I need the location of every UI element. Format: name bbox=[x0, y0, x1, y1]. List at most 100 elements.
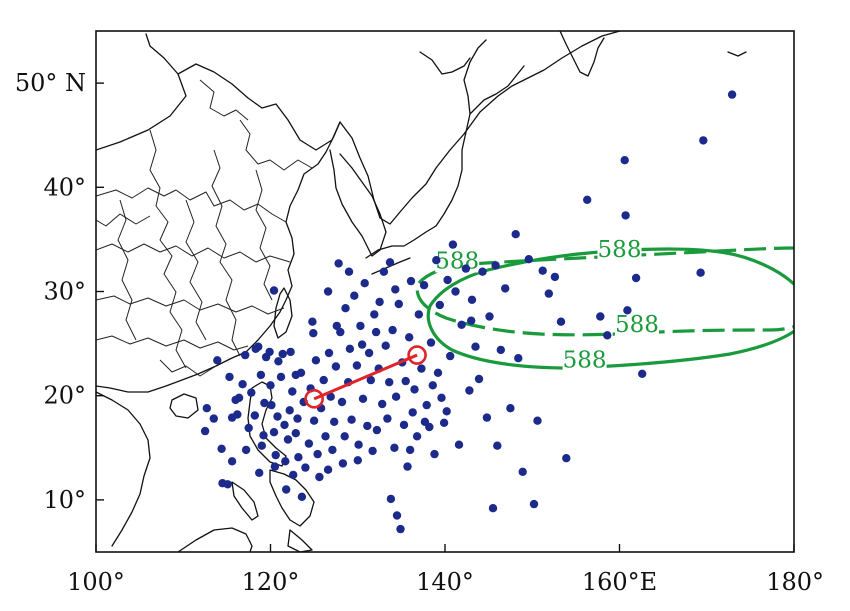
typhoon-point bbox=[493, 441, 502, 450]
contour-label: 588 bbox=[615, 312, 659, 338]
typhoon-point bbox=[332, 321, 341, 331]
typhoon-point bbox=[401, 376, 410, 386]
typhoon-point bbox=[406, 276, 416, 286]
typhoon-point bbox=[414, 310, 423, 319]
typhoon-point bbox=[337, 397, 347, 407]
typhoon-point bbox=[202, 404, 211, 413]
typhoon-point bbox=[255, 468, 264, 477]
typhoon-point bbox=[385, 258, 395, 267]
typhoon-point bbox=[474, 374, 484, 384]
typhoon-point bbox=[233, 410, 242, 419]
typhoon-point bbox=[336, 327, 345, 337]
typhoon-point bbox=[309, 416, 319, 425]
typhoon-point bbox=[375, 297, 384, 307]
typhoon-point bbox=[435, 300, 444, 310]
typhoon-point bbox=[478, 267, 487, 276]
typhoon-point bbox=[514, 354, 523, 363]
typhoon-point bbox=[260, 398, 269, 408]
typhoon-point bbox=[699, 136, 708, 145]
typhoon-point bbox=[209, 414, 218, 423]
contour-label: 588 bbox=[435, 248, 479, 274]
typhoon-point bbox=[417, 364, 426, 373]
typhoon-point bbox=[454, 440, 464, 449]
x-axis: 100° 120° 140° 160°E 180° bbox=[67, 544, 824, 596]
typhoon-point bbox=[338, 459, 348, 468]
typhoon-point bbox=[378, 399, 387, 409]
typhoon-point bbox=[485, 312, 494, 321]
typhoon-point bbox=[390, 443, 399, 452]
typhoon-point bbox=[360, 279, 369, 288]
track-start-marker bbox=[304, 389, 324, 409]
typhoon-point bbox=[308, 317, 317, 326]
typhoon-point bbox=[217, 444, 226, 453]
contour-label-bg bbox=[614, 314, 659, 337]
typhoon-point bbox=[227, 457, 237, 466]
coastline-philippines-south bbox=[231, 469, 315, 552]
typhoon-point bbox=[273, 412, 282, 421]
typhoon-point bbox=[524, 255, 533, 264]
typhoon-point bbox=[396, 524, 405, 534]
typhoon-point bbox=[511, 230, 520, 239]
typhoon-point bbox=[388, 325, 397, 335]
coastline-kamchatka bbox=[559, 31, 747, 77]
typhoon-point bbox=[399, 420, 409, 430]
typhoon-point bbox=[315, 472, 324, 482]
typhoon-point bbox=[364, 348, 374, 358]
typhoon-point bbox=[518, 467, 527, 476]
typhoon-point bbox=[323, 287, 333, 296]
contour-588-dashed bbox=[415, 246, 794, 337]
x-tick-label: 100° bbox=[67, 568, 125, 596]
typhoon-point bbox=[278, 349, 287, 359]
typhoon-point bbox=[621, 211, 630, 220]
typhoon-point bbox=[294, 453, 303, 462]
typhoon-point bbox=[289, 470, 298, 480]
y-axis: 10° 20° 30° 40° 50° N bbox=[15, 69, 104, 514]
coastlines bbox=[96, 31, 747, 552]
typhoon-point bbox=[247, 388, 256, 397]
typhoon-point bbox=[383, 414, 392, 423]
typhoon-point bbox=[533, 416, 542, 425]
typhoon-point bbox=[352, 361, 362, 370]
typhoon-point bbox=[412, 432, 422, 441]
coastline-mainland-north bbox=[96, 31, 621, 225]
typhoon-point bbox=[241, 445, 251, 455]
coastline-china bbox=[96, 121, 341, 393]
typhoon-point bbox=[529, 499, 539, 509]
typhoon-point bbox=[358, 394, 368, 403]
typhoon-point bbox=[271, 450, 280, 460]
typhoon-point bbox=[437, 393, 446, 402]
typhoon-point bbox=[631, 273, 641, 283]
typhoon-point bbox=[372, 425, 382, 435]
typhoon-point bbox=[213, 356, 222, 365]
typhoon-point bbox=[394, 299, 403, 309]
coastline-taiwan bbox=[273, 287, 293, 339]
typhoon-point bbox=[269, 428, 279, 437]
typhoon-point bbox=[392, 511, 402, 520]
typhoon-point bbox=[328, 445, 337, 455]
typhoon-point bbox=[313, 449, 322, 459]
typhoon-point bbox=[391, 392, 401, 401]
typhoon-point bbox=[368, 446, 377, 456]
typhoon-point bbox=[457, 320, 466, 329]
contour-labels: 588 588 588 588 bbox=[435, 237, 659, 373]
typhoon-point bbox=[341, 304, 350, 313]
typhoon-point bbox=[405, 445, 415, 455]
y-tick-label: 10° bbox=[43, 486, 86, 514]
typhoon-point bbox=[288, 387, 297, 396]
contour-label: 588 bbox=[563, 347, 607, 373]
typhoon-point bbox=[267, 400, 276, 410]
contour-label: 588 bbox=[598, 237, 642, 263]
coastline-borneo bbox=[177, 527, 253, 552]
typhoon-point bbox=[496, 345, 505, 355]
typhoon-point bbox=[432, 256, 441, 265]
track-line bbox=[313, 353, 418, 401]
y-tick-label: 20° bbox=[43, 382, 86, 410]
typhoon-point bbox=[231, 395, 240, 405]
typhoon-point bbox=[370, 310, 379, 319]
typhoon-point bbox=[356, 321, 365, 331]
typhoon-point bbox=[323, 465, 333, 474]
typhoon-point bbox=[244, 423, 253, 433]
typhoon-point bbox=[357, 340, 367, 349]
typhoon-point bbox=[250, 411, 259, 420]
typhoon-point bbox=[280, 420, 289, 430]
